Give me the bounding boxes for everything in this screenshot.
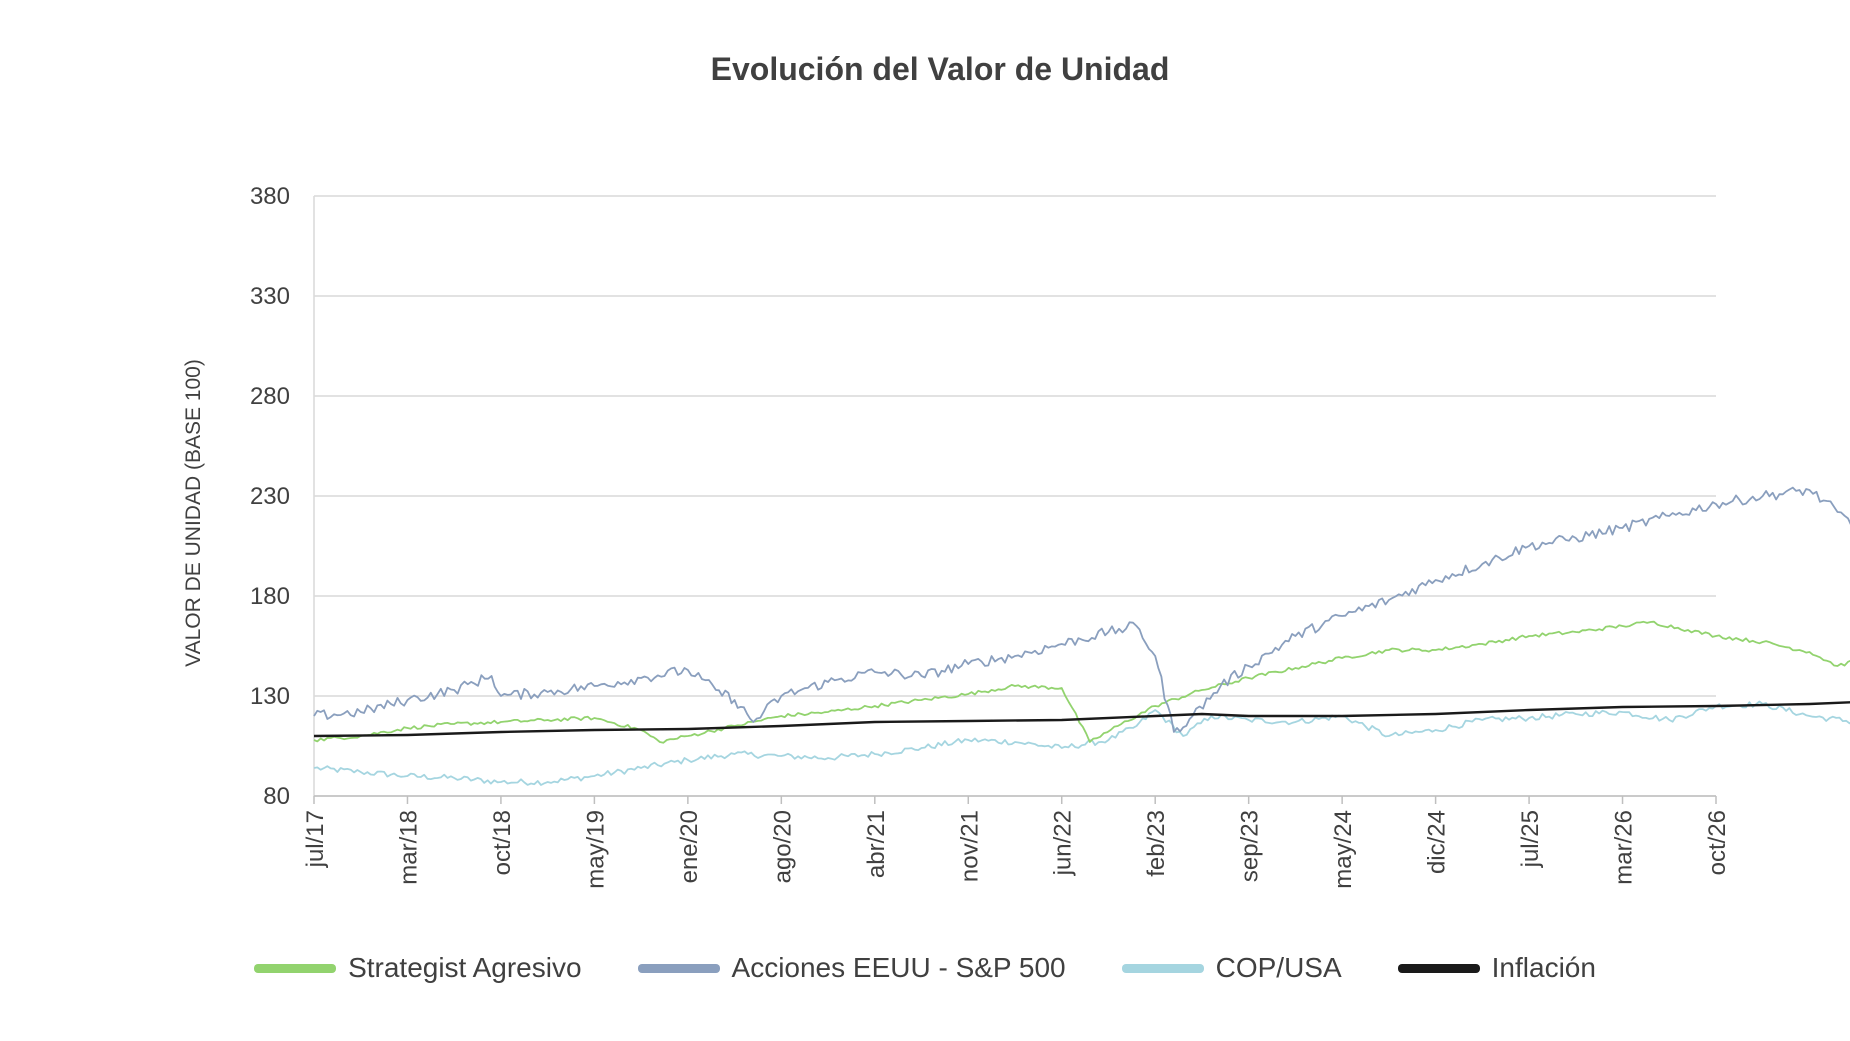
x-tick-label: mar/18 [395, 810, 422, 885]
series-line [313, 620, 1850, 744]
legend-swatch [1397, 963, 1480, 973]
axes: 80 130 180 230 280 330 380 jul/17 mar/18 oct/18 ma… [250, 183, 1731, 889]
legend-item: Acciones EEUU - S&P 500 [637, 952, 1066, 984]
x-tick-label: sep/23 [1237, 810, 1264, 882]
legend-label: COP/USA [1215, 952, 1342, 983]
y-tick-label: 80 [263, 783, 290, 810]
x-tick-label: jul/17 [302, 810, 329, 868]
x-tick-label: ago/20 [769, 810, 796, 883]
legend-swatch [254, 963, 337, 973]
x-tick-label: jul/25 [1517, 810, 1544, 868]
y-tick-label: 230 [250, 483, 290, 510]
y-tick-label: 180 [250, 583, 290, 610]
x-tick-label: dic/24 [1424, 810, 1451, 874]
legend-swatch [1121, 963, 1204, 973]
x-tick-label: mar/26 [1611, 810, 1638, 885]
legend: Strategist Agresivo Acciones EEUU - S&P 5… [0, 952, 1850, 984]
x-tick-label: oct/26 [1704, 810, 1731, 875]
x-tick-label: jun/22 [1050, 810, 1077, 876]
x-tick-label: ene/20 [676, 810, 703, 883]
x-tick-label: feb/23 [1143, 810, 1170, 877]
x-tick-label: oct/18 [489, 810, 516, 875]
x-tick-label: may/19 [582, 810, 609, 889]
y-tick-label: 280 [250, 383, 290, 410]
series-line [313, 700, 1850, 786]
y-tick-label: 330 [250, 283, 290, 310]
legend-label: Acciones EEUU - S&P 500 [731, 952, 1066, 983]
y-tick-label: 380 [250, 183, 290, 210]
legend-label: Inflación [1491, 952, 1596, 983]
legend-item: Inflación [1397, 952, 1596, 984]
series-line [313, 701, 1850, 738]
series-line [313, 486, 1850, 733]
legend-label: Strategist Agresivo [348, 952, 582, 983]
x-tick-label: may/24 [1330, 810, 1357, 889]
x-tick-label: abr/21 [863, 810, 890, 878]
legend-item: COP/USA [1121, 952, 1342, 984]
gridlines [314, 195, 1716, 797]
legend-swatch [637, 963, 720, 973]
chart-title: Evolución del Valor de Unidad [711, 51, 1170, 87]
y-axis-label: VALOR DE UNIDAD (BASE 100) [182, 359, 205, 667]
legend-item: Strategist Agresivo [254, 952, 582, 984]
series-lines [313, 486, 1850, 786]
x-tick-label: nov/21 [956, 810, 983, 882]
y-tick-label: 130 [250, 683, 290, 710]
